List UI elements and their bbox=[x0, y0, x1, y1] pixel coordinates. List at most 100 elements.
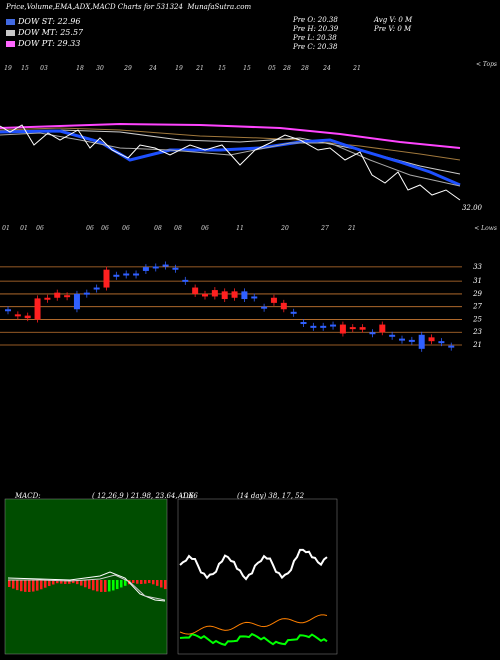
top-date-label: 19 bbox=[175, 65, 183, 72]
lows-corner-label: < Lows bbox=[474, 225, 497, 232]
price-tick-label: 27 bbox=[472, 303, 482, 311]
avg-volume: Avg V: 0 M bbox=[374, 16, 413, 24]
price-tick-label: 33 bbox=[473, 263, 482, 271]
candle-body bbox=[24, 315, 31, 319]
macd-histogram-bar bbox=[68, 580, 71, 584]
candle-body bbox=[182, 279, 189, 282]
price-tick-label: 23 bbox=[472, 328, 482, 336]
candle-body bbox=[310, 325, 317, 328]
adx-panel bbox=[177, 498, 338, 655]
macd-histogram-bar bbox=[140, 580, 143, 584]
macd-histogram-bar bbox=[16, 580, 19, 591]
macd-histogram-bar bbox=[8, 580, 11, 587]
macd-histogram-bar bbox=[96, 580, 99, 592]
macd-histogram-bar bbox=[36, 580, 39, 591]
macd-histogram-bar bbox=[92, 580, 95, 591]
macd-histogram-bar bbox=[80, 580, 83, 586]
macd-histogram-bar bbox=[148, 580, 151, 584]
bottom-date-label: 27 bbox=[320, 225, 329, 232]
adx-plus-di-line bbox=[179, 632, 328, 646]
top-date-label: 21 bbox=[195, 65, 204, 72]
ema-mid-line bbox=[0, 132, 461, 187]
macd-values: ( 12,26,9 ) 21.98, 23.64, -1.66 bbox=[92, 492, 198, 500]
top-date-label: 18 bbox=[76, 65, 84, 72]
price-tick-label: 25 bbox=[472, 315, 482, 323]
candle-body bbox=[221, 291, 228, 300]
candle-body bbox=[103, 269, 110, 288]
candle-body bbox=[369, 332, 376, 335]
candle-body bbox=[93, 287, 100, 290]
top-date-label: 05 bbox=[268, 65, 276, 72]
bottom-date-label: 06 bbox=[122, 225, 130, 232]
candle-body bbox=[418, 334, 425, 349]
macd-histogram-bar bbox=[152, 580, 155, 585]
candle-body bbox=[270, 297, 277, 303]
macd-histogram-bar bbox=[72, 580, 75, 584]
top-date-label: 21 bbox=[352, 65, 361, 72]
macd-histogram-bar bbox=[88, 580, 91, 589]
bottom-date-label: 06 bbox=[101, 225, 109, 232]
candle-body bbox=[44, 297, 51, 300]
candle-body bbox=[231, 291, 238, 298]
price-tick-label: 29 bbox=[472, 290, 482, 298]
macd-signal-line bbox=[8, 574, 166, 601]
adx-values: (14 day) 38, 17, 52 bbox=[237, 492, 305, 500]
ema-short-line bbox=[0, 129, 461, 187]
site-name: MunafaSutra.com bbox=[187, 3, 252, 11]
macd-histogram-bar bbox=[20, 580, 23, 592]
macd-histogram-bar bbox=[132, 580, 135, 584]
candle-body bbox=[320, 325, 327, 328]
macd-histogram-bar bbox=[120, 580, 123, 588]
macd-line bbox=[7, 571, 166, 602]
candle-body bbox=[83, 292, 90, 295]
candle-body bbox=[211, 290, 218, 297]
candle-body bbox=[330, 324, 337, 327]
top-date-label: 19 bbox=[4, 65, 12, 72]
legend-swatch bbox=[6, 30, 15, 36]
macd-histogram-bar bbox=[32, 580, 35, 592]
candle-body bbox=[113, 274, 120, 277]
bottom-date-label: 08 bbox=[174, 225, 182, 232]
macd-histogram-bar bbox=[108, 580, 111, 592]
candle-body bbox=[14, 314, 21, 317]
chart-title: Price,Volume,EMA,ADX,MACD Charts for 531… bbox=[6, 3, 252, 11]
price-line bbox=[0, 124, 461, 201]
bottom-date-label: 01 bbox=[2, 225, 10, 232]
macd-histogram-bar bbox=[136, 580, 139, 584]
legend-entry: DOW MT: 25.57 bbox=[6, 28, 83, 37]
ema-long-line bbox=[0, 122, 461, 149]
candle-body bbox=[280, 302, 287, 310]
macd-histogram-bar bbox=[84, 580, 87, 588]
top-date-label: 15 bbox=[21, 65, 29, 72]
prev-low: Pre L: 20.38 bbox=[293, 34, 337, 42]
legend-label: DOW ST: 22.96 bbox=[18, 17, 81, 26]
candle-body bbox=[399, 338, 405, 341]
top-date-label: 28 bbox=[300, 65, 309, 72]
adx-title: ADX bbox=[178, 492, 194, 500]
legend-entry: DOW PT: 29.33 bbox=[6, 39, 80, 48]
macd-histogram-bar bbox=[28, 580, 31, 592]
macd-histogram-bar bbox=[164, 580, 167, 590]
bottom-date-label: 06 bbox=[36, 225, 44, 232]
tops-corner-label: < Tops bbox=[476, 61, 497, 68]
candle-body bbox=[349, 327, 356, 330]
macd-histogram-bar bbox=[52, 580, 55, 585]
legend-label: DOW PT: 29.33 bbox=[18, 39, 81, 48]
candle-body bbox=[300, 322, 307, 325]
candle-body bbox=[172, 267, 179, 270]
macd-histogram-bar bbox=[116, 580, 119, 590]
top-date-label: 15 bbox=[218, 65, 226, 72]
candle-body bbox=[408, 339, 415, 342]
candle-body bbox=[290, 311, 297, 314]
price-tick-label: 21 bbox=[472, 341, 482, 349]
prev-volume: Pre V: 0 M bbox=[374, 25, 412, 33]
legend-swatch bbox=[6, 41, 15, 47]
candle-body bbox=[73, 293, 80, 310]
top-date-label: 15 bbox=[243, 65, 251, 72]
macd-histogram-bar bbox=[124, 580, 127, 586]
macd-histogram-bar bbox=[76, 580, 79, 585]
top-date-label: 03 bbox=[40, 65, 48, 72]
bottom-date-label: 08 bbox=[154, 225, 162, 232]
candle-body bbox=[379, 324, 386, 333]
